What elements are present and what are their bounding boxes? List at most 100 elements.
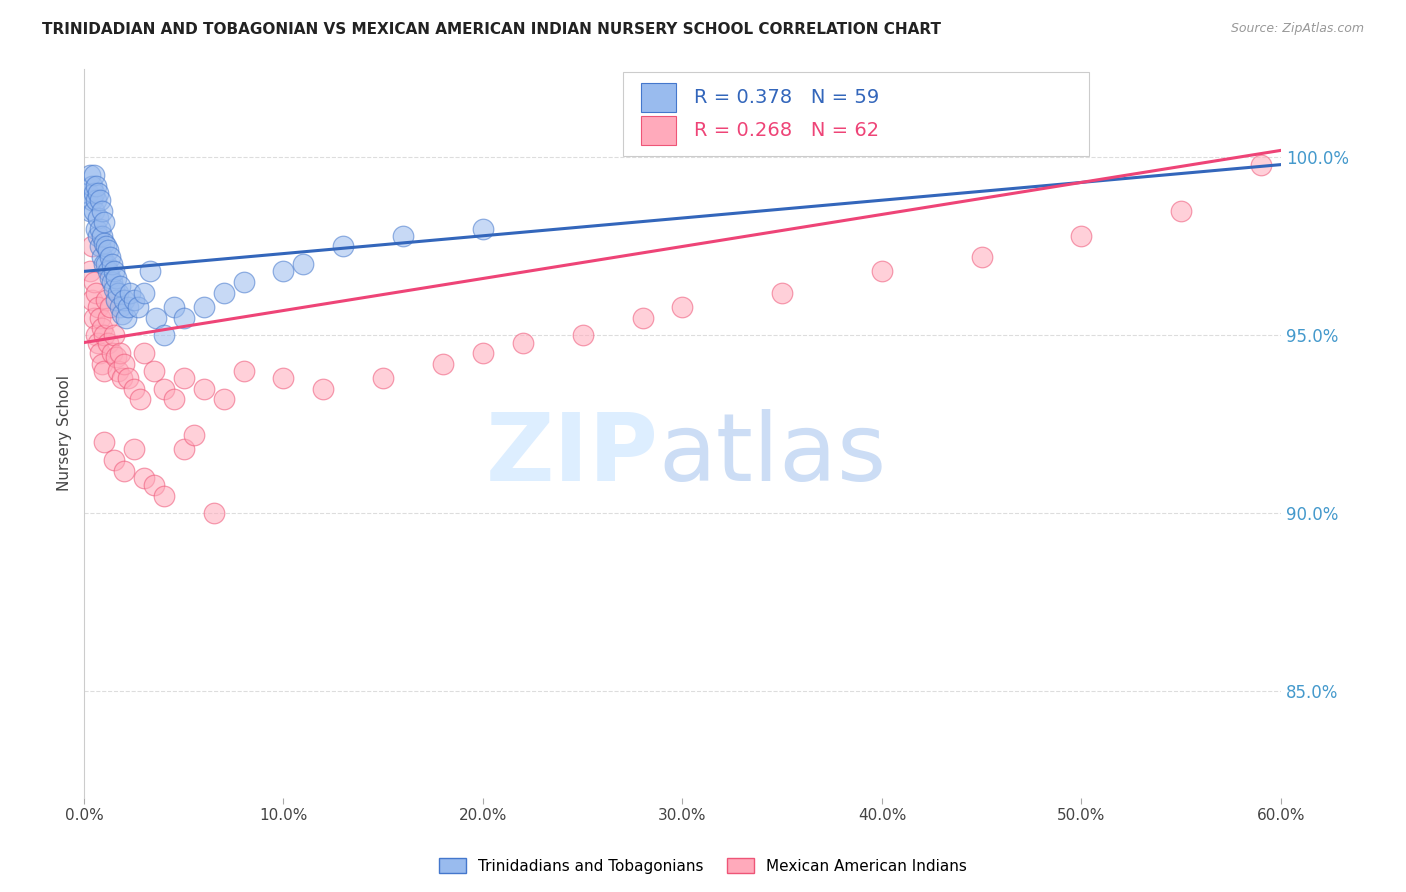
Point	[93, 328, 115, 343]
Point	[93, 364, 115, 378]
Point	[101, 257, 124, 271]
Point	[93, 435, 115, 450]
Point	[91, 228, 114, 243]
Point	[89, 239, 111, 253]
Point	[212, 392, 235, 407]
Point	[79, 169, 101, 183]
Point	[173, 442, 195, 457]
Text: R = 0.378   N = 59: R = 0.378 N = 59	[695, 88, 880, 107]
Text: TRINIDADIAN AND TOBAGONIAN VS MEXICAN AMERICAN INDIAN NURSERY SCHOOL CORRELATION: TRINIDADIAN AND TOBAGONIAN VS MEXICAN AM…	[42, 22, 941, 37]
Point	[122, 382, 145, 396]
Point	[127, 300, 149, 314]
Point	[115, 310, 138, 325]
Point	[870, 264, 893, 278]
Point	[84, 328, 107, 343]
Point	[571, 328, 593, 343]
Point	[89, 193, 111, 207]
Point	[631, 310, 654, 325]
Text: ZIP: ZIP	[485, 409, 658, 501]
Point	[91, 357, 114, 371]
Point	[97, 243, 120, 257]
Point	[112, 357, 135, 371]
Point	[432, 357, 454, 371]
Point	[108, 346, 131, 360]
Point	[77, 186, 100, 200]
Point	[101, 346, 124, 360]
Point	[273, 264, 295, 278]
Point	[1250, 158, 1272, 172]
Point	[83, 203, 105, 218]
Point	[89, 346, 111, 360]
Point	[122, 442, 145, 457]
Point	[122, 293, 145, 307]
Point	[212, 285, 235, 300]
Point	[273, 371, 295, 385]
Point	[112, 293, 135, 307]
Point	[142, 364, 165, 378]
Point	[193, 300, 215, 314]
Point	[117, 371, 139, 385]
Point	[472, 221, 495, 235]
Point	[108, 278, 131, 293]
Point	[84, 178, 107, 193]
Point	[1070, 228, 1092, 243]
Point	[93, 257, 115, 271]
Point	[183, 428, 205, 442]
Point	[84, 285, 107, 300]
Point	[132, 471, 155, 485]
Point	[84, 221, 107, 235]
Point	[89, 310, 111, 325]
Point	[87, 300, 110, 314]
Y-axis label: Nursery School: Nursery School	[58, 376, 72, 491]
Point	[83, 186, 105, 200]
Point	[163, 300, 186, 314]
Point	[312, 382, 335, 396]
Point	[91, 250, 114, 264]
Point	[98, 250, 121, 264]
Point	[94, 239, 117, 253]
Point	[671, 300, 693, 314]
Text: Source: ZipAtlas.com: Source: ZipAtlas.com	[1230, 22, 1364, 36]
Point	[173, 310, 195, 325]
Point	[94, 293, 117, 307]
Point	[91, 321, 114, 335]
Point	[472, 346, 495, 360]
Point	[117, 300, 139, 314]
Point	[103, 328, 125, 343]
Point	[83, 169, 105, 183]
Point	[97, 335, 120, 350]
Point	[97, 310, 120, 325]
Point	[970, 250, 993, 264]
Point	[512, 335, 534, 350]
Text: atlas: atlas	[658, 409, 887, 501]
Point	[104, 271, 127, 285]
Point	[173, 371, 195, 385]
Text: R = 0.268   N = 62: R = 0.268 N = 62	[695, 121, 880, 140]
FancyBboxPatch shape	[623, 72, 1090, 156]
Point	[112, 464, 135, 478]
Point	[87, 228, 110, 243]
Point	[98, 271, 121, 285]
Point	[79, 264, 101, 278]
Point	[193, 382, 215, 396]
Point	[79, 203, 101, 218]
Legend: Trinidadians and Tobagonians, Mexican American Indians: Trinidadians and Tobagonians, Mexican Am…	[433, 852, 973, 880]
Point	[83, 275, 105, 289]
Point	[373, 371, 395, 385]
Point	[332, 239, 354, 253]
Point	[98, 300, 121, 314]
Bar	[641, 83, 676, 112]
Point	[132, 346, 155, 360]
Point	[103, 282, 125, 296]
Point	[80, 178, 103, 193]
Point	[93, 235, 115, 250]
Point	[111, 307, 134, 321]
Point	[83, 310, 105, 325]
Point	[128, 392, 150, 407]
Point	[107, 285, 129, 300]
Point	[101, 275, 124, 289]
Point	[152, 382, 174, 396]
Point	[163, 392, 186, 407]
Point	[108, 300, 131, 314]
Point	[142, 478, 165, 492]
